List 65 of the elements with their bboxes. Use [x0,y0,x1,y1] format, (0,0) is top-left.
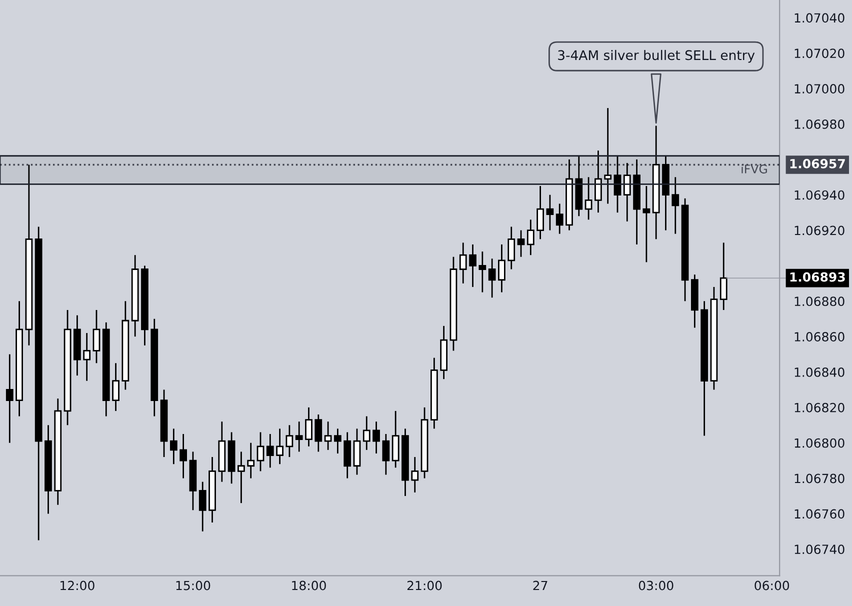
candlestick [362,416,370,451]
candlestick [180,433,188,479]
ref-line-label: 1.06957 [790,158,845,168]
candlestick [411,456,419,494]
candlestick [623,162,631,222]
candlestick [286,424,294,458]
candlestick [498,244,506,293]
candlestick [256,432,264,472]
candlestick [334,428,342,454]
x-tick-label: 03:00 [638,580,674,590]
candlestick [672,176,680,235]
y-tick-label: 1.06840 [794,367,844,377]
candlestick [546,194,554,231]
y-tick-label: 1.06940 [794,190,844,200]
annotation: 1.06893 [790,272,845,282]
candlestick [469,244,476,288]
x-tick-label: 12:00 [60,580,94,590]
candlestick [720,242,728,311]
candlestick [584,176,592,220]
y-tick-label: 1.06760 [794,509,844,519]
candlestick [83,332,91,382]
candlestick [488,258,496,298]
candlestick [382,433,390,476]
candlestick [508,226,516,270]
candlestick [112,362,120,412]
candlestick [198,481,206,532]
y-tick-label: 1.06920 [794,226,844,236]
candlestick [642,185,650,263]
candlestick [6,354,14,444]
y-tick-label: 1.06980 [794,119,844,129]
y-tick-label: 1.07000 [794,84,844,94]
candlestick [266,433,274,468]
candlestick [92,309,100,364]
y-tick-label: 1.07020 [794,48,844,58]
y-tick-label: 1.06740 [794,544,844,554]
candlestick [276,428,284,465]
x-tick-label: 18:00 [292,580,326,590]
annotation: 3-4AM silver bullet SELL entry [558,50,755,63]
x-tick-label: 06:00 [754,580,790,590]
y-tick-label: 1.07040 [794,13,844,23]
y-tick-label: 1.06780 [794,474,844,484]
y-tick-label: 1.06820 [794,402,844,412]
candlestick [517,230,525,258]
x-tick-label: 21:00 [407,580,442,590]
candlestick [247,442,255,479]
y-tick-label: 1.06880 [794,296,844,306]
candlestick [238,451,245,504]
candlestick [372,420,380,454]
candlestick [295,420,303,452]
candlestick [594,150,602,214]
candlestick [556,203,564,235]
candlestick [526,218,534,256]
candlestick [536,185,544,240]
candlestick [170,428,178,465]
candlestick [459,242,467,284]
y-tick-label: 1.06860 [794,332,844,342]
candlestick [614,155,622,214]
candlestick [604,107,612,204]
x-tick-label: 15:00 [176,580,210,590]
candlestick [478,250,486,293]
candlestick [324,420,332,451]
candlestick [305,406,312,448]
candlestick [314,414,322,452]
x-tick-label: 27 [533,580,548,590]
y-tick-label: 1.06800 [794,438,844,448]
